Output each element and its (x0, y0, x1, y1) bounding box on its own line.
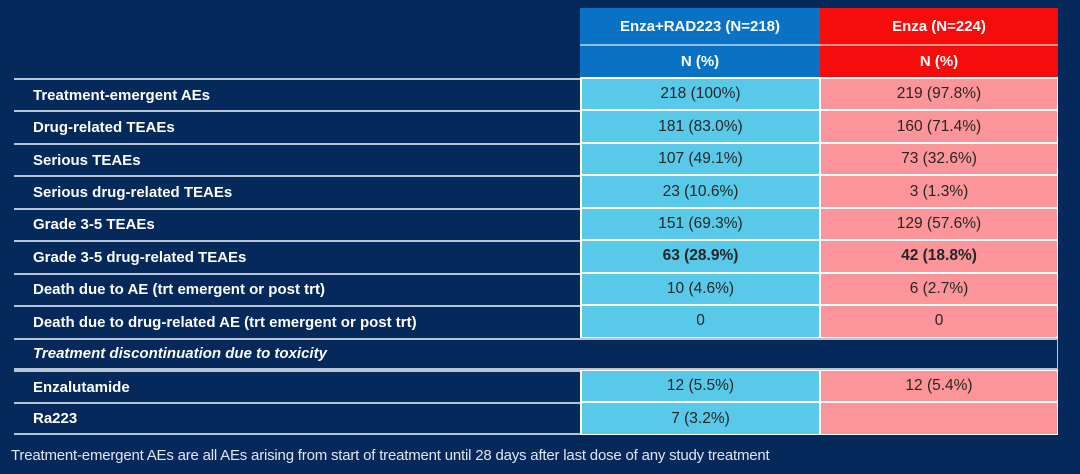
value-cell-enza (820, 402, 1058, 435)
row-label: Death due to drug-related AE (trt emerge… (14, 305, 580, 337)
row-label: Ra223 (14, 402, 580, 435)
row-label: Grade 3-5 drug-related TEAEs (14, 240, 580, 272)
value-cell-enza-rad223: 181 (83.0%) (580, 110, 820, 143)
value-cell-enza-rad223: 7 (3.2%) (580, 402, 820, 435)
row-label: Treatment-emergent AEs (14, 78, 580, 110)
row-label: Grade 3-5 TEAEs (14, 207, 580, 240)
value-cell-enza-rad223: 218 (100%) (580, 78, 820, 111)
value-cell-enza: 12 (5.4%) (820, 369, 1058, 403)
footnote: Treatment-emergent AEs are all AEs arisi… (11, 447, 770, 464)
row-label: Drug-related TEAEs (14, 110, 580, 142)
row-label: Death due to AE (trt emergent or post tr… (14, 272, 580, 305)
column-header-enza: Enza (N=224) (820, 8, 1058, 46)
value-cell-enza-rad223: 0 (580, 305, 820, 338)
corner-spacer-2 (14, 46, 580, 78)
section-row-label: Treatment discontinuation due to toxicit… (14, 337, 1058, 370)
value-cell-enza-rad223: 23 (10.6%) (580, 175, 820, 208)
value-cell-enza-rad223: 107 (49.1%) (580, 142, 820, 176)
value-cell-enza: 42 (18.8%) (820, 240, 1058, 273)
row-label: Serious TEAEs (14, 142, 580, 175)
value-cell-enza: 3 (1.3%) (820, 175, 1058, 208)
row-label: Serious drug-related TEAEs (14, 175, 580, 207)
value-cell-enza: 0 (820, 305, 1058, 338)
subheader-enza-n-pct: N (%) (820, 46, 1058, 78)
value-cell-enza: 73 (32.6%) (820, 142, 1058, 176)
value-cell-enza: 129 (57.6%) (820, 207, 1058, 241)
value-cell-enza: 6 (2.7%) (820, 272, 1058, 306)
row-label: Enzalutamide (14, 369, 580, 402)
adverse-events-table: Enza+RAD223 (N=218) Enza (N=224) N (%) N… (14, 8, 1058, 435)
value-cell-enza: 219 (97.8%) (820, 78, 1058, 111)
value-cell-enza-rad223: 12 (5.5%) (580, 369, 820, 403)
subheader-enza-rad223-n-pct: N (%) (580, 46, 820, 78)
value-cell-enza-rad223: 63 (28.9%) (580, 240, 820, 273)
column-header-enza-rad223: Enza+RAD223 (N=218) (580, 8, 820, 46)
value-cell-enza-rad223: 151 (69.3%) (580, 207, 820, 241)
value-cell-enza-rad223: 10 (4.6%) (580, 272, 820, 306)
corner-spacer (14, 8, 580, 46)
value-cell-enza: 160 (71.4%) (820, 110, 1058, 143)
